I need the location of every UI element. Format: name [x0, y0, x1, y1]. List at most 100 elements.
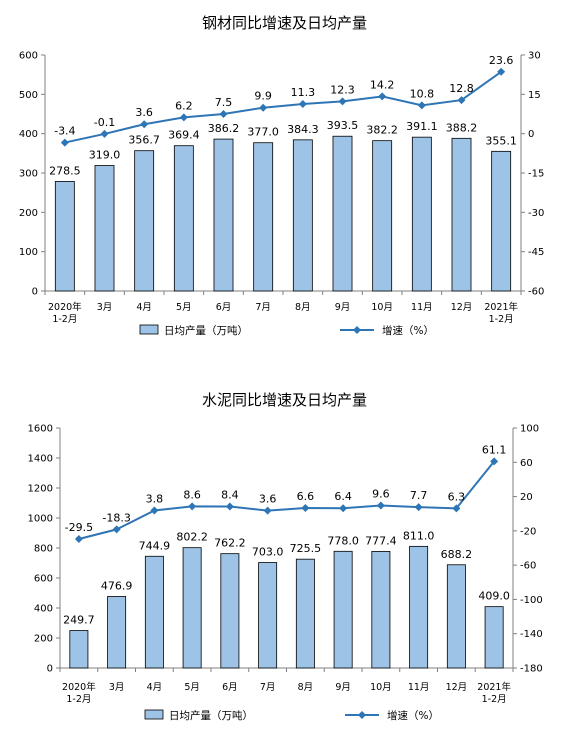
bar-value-label: 688.2: [441, 548, 473, 561]
growth-point: [376, 501, 385, 510]
growth-value-label: 6.4: [334, 490, 352, 503]
x-tick-label: 2020年: [62, 681, 96, 693]
left-tick-label: 1400: [28, 454, 53, 465]
right-tick-label: 30: [528, 51, 541, 62]
growth-value-label: 9.6: [372, 487, 390, 500]
growth-point: [490, 457, 499, 466]
left-tick-label: 1000: [28, 514, 53, 525]
growth-value-label: 9.9: [254, 90, 272, 103]
bar-value-label: 762.2: [214, 537, 246, 550]
x-tick-label: 5月: [176, 302, 192, 313]
growth-value-label: 6.2: [175, 99, 193, 112]
x-tick-label: 4月: [136, 302, 152, 313]
x-tick-label: 9月: [335, 302, 351, 313]
growth-point: [417, 101, 426, 110]
left-tick-label: 600: [34, 574, 53, 585]
growth-value-label: -3.4: [54, 125, 75, 138]
growth-point: [225, 502, 234, 511]
left-tick-label: 400: [34, 604, 53, 615]
bar-value-label: 388.2: [446, 121, 478, 134]
bar: [371, 550, 391, 669]
bar-value-label: 409.0: [478, 590, 510, 603]
x-tick-label: 2021年: [477, 681, 511, 693]
bar: [134, 150, 155, 292]
right-tick-label: 60: [520, 458, 533, 469]
bar: [491, 150, 512, 292]
bar: [409, 545, 429, 669]
growth-line: [64, 70, 502, 144]
bar-value-label: 476.9: [101, 579, 133, 592]
growth-value-label: -18.3: [102, 511, 130, 524]
x-tick-label: 10月: [371, 302, 393, 313]
bar-value-label: 319.0: [89, 149, 121, 162]
left-tick-label: 400: [19, 129, 38, 140]
growth-point: [298, 100, 307, 109]
left-tick-label: 100: [19, 247, 38, 258]
growth-point: [378, 92, 387, 101]
x-tick-label: 1-2月: [482, 694, 507, 705]
bar: [94, 165, 115, 292]
legend-line-marker: [353, 326, 361, 334]
right-tick-label: -140: [520, 629, 543, 640]
growth-point: [457, 96, 466, 105]
left-tick-label: 600: [19, 51, 38, 62]
growth-value-label: 8.6: [183, 488, 201, 501]
bar: [220, 553, 240, 669]
growth-point: [74, 535, 83, 543]
bar: [258, 562, 278, 669]
x-tick-label: 2020年: [48, 301, 82, 313]
legend-line-label: 增速（%）: [382, 324, 434, 337]
x-tick-label: 10月: [370, 682, 392, 693]
growth-value-label: 10.8: [410, 87, 435, 100]
legend-line-label: 增速（%）: [387, 709, 439, 722]
x-tick-label: 4月: [147, 682, 163, 693]
growth-point: [497, 67, 506, 76]
left-tick-label: 800: [34, 544, 53, 555]
growth-point: [140, 120, 149, 129]
growth-point: [60, 138, 69, 147]
growth-point: [263, 506, 272, 515]
bar-value-label: 386.2: [208, 122, 240, 135]
x-tick-label: 12月: [451, 302, 473, 313]
x-tick-label: 1-2月: [52, 314, 77, 325]
growth-point: [188, 502, 197, 511]
right-tick-label: 100: [520, 424, 539, 435]
bar: [333, 550, 353, 669]
growth-value-label: 61.1: [482, 443, 507, 456]
chart-title: 水泥同比增速及日均产量: [202, 391, 367, 409]
growth-point: [259, 103, 268, 112]
growth-point: [100, 129, 109, 138]
growth-value-label: 23.6: [489, 54, 514, 67]
growth-point: [414, 503, 423, 512]
growth-point: [112, 525, 121, 534]
bar-value-label: 725.5: [290, 542, 322, 555]
bar: [411, 136, 432, 292]
right-tick-label: -100: [520, 595, 543, 606]
x-tick-label: 8月: [298, 682, 314, 693]
bar-value-label: 802.2: [176, 531, 208, 544]
right-tick-label: -15: [528, 169, 544, 180]
growth-value-label: 7.5: [215, 96, 233, 109]
bar-value-label: 393.5: [327, 119, 359, 132]
x-tick-label: 1-2月: [489, 314, 514, 325]
bar-value-label: 744.9: [139, 539, 171, 552]
growth-value-label: 12.3: [330, 83, 355, 96]
bar: [182, 547, 202, 669]
right-tick-label: 15: [528, 90, 541, 101]
right-tick-label: 0: [528, 129, 534, 140]
x-tick-label: 12月: [446, 682, 468, 693]
cement-chart: 水泥同比增速及日均产量 0 200 400 600 800 1000 1200 1400 1600…: [28, 391, 543, 722]
bar-value-label: 355.1: [485, 134, 517, 147]
bar-value-label: 369.4: [168, 129, 200, 142]
x-tick-label: 5月: [184, 682, 200, 693]
bar: [253, 142, 274, 292]
bar: [213, 138, 234, 292]
left-tick-label: 200: [34, 634, 53, 645]
growth-point: [338, 97, 347, 106]
right-tick-label: -180: [520, 664, 543, 675]
x-tick-label: 11月: [408, 682, 430, 693]
x-tick-label: 2021年: [484, 301, 518, 313]
bar: [173, 145, 194, 292]
growth-point: [150, 506, 159, 515]
